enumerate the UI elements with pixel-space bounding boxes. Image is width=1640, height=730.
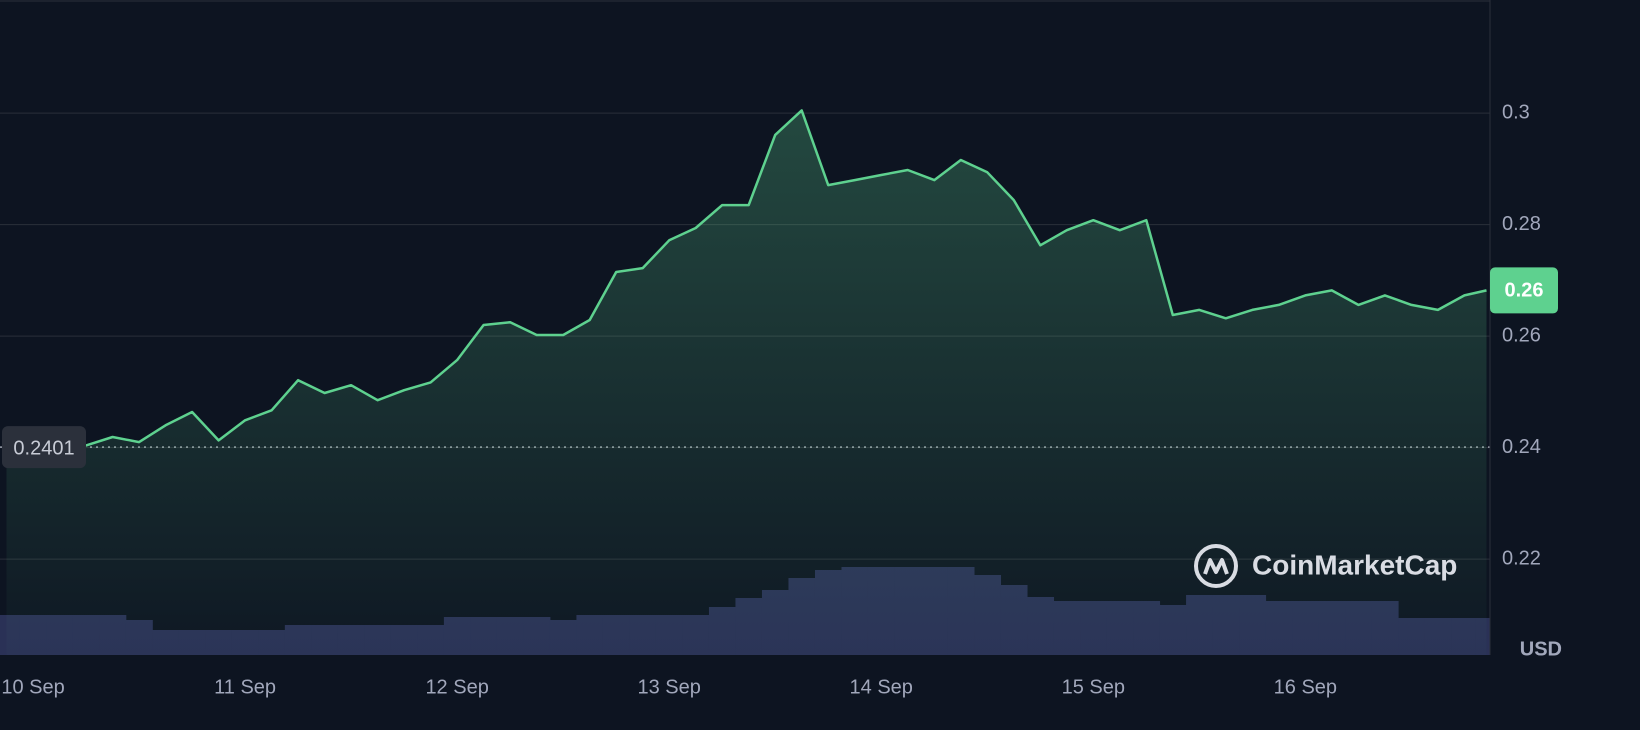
price-line	[5, 109, 1487, 448]
watermark-text: CoinMarketCap	[1252, 549, 1457, 580]
x-tick-label: 12 Sep	[425, 676, 488, 698]
x-tick-label: 10 Sep	[1, 676, 64, 698]
current-price-badge	[1490, 267, 1558, 314]
y-tick-label: 0.24	[1502, 436, 1541, 458]
unit-label: USD	[1520, 638, 1562, 660]
logo-ring	[1194, 544, 1238, 588]
y-tick-label: 0.26	[1502, 324, 1541, 346]
baseline-badge	[2, 426, 86, 469]
price-area	[6, 110, 1487, 655]
y-tick-label: 0.3	[1502, 101, 1530, 123]
x-tick-label: 16 Sep	[1274, 676, 1337, 698]
x-tick-label: 15 Sep	[1062, 676, 1125, 698]
watermark: CoinMarketCap	[1194, 544, 1457, 588]
x-tick-label: 11 Sep	[214, 676, 276, 698]
x-tick-label: 13 Sep	[637, 676, 700, 698]
current-price-label: 0.26	[1505, 280, 1544, 302]
y-tick-label: 0.28	[1502, 213, 1541, 235]
y-tick-label: 0.22	[1502, 547, 1541, 569]
x-tick-label: 14 Sep	[850, 676, 913, 698]
logo-mark	[1203, 558, 1229, 575]
price-layer	[5, 109, 1487, 655]
label-layer: 0.22 0.24 0.26 0.28 0.3 10 Sep 11 Sep 12 Sep 13 …	[1, 101, 1558, 698]
baseline-label: 0.2401	[13, 437, 74, 459]
